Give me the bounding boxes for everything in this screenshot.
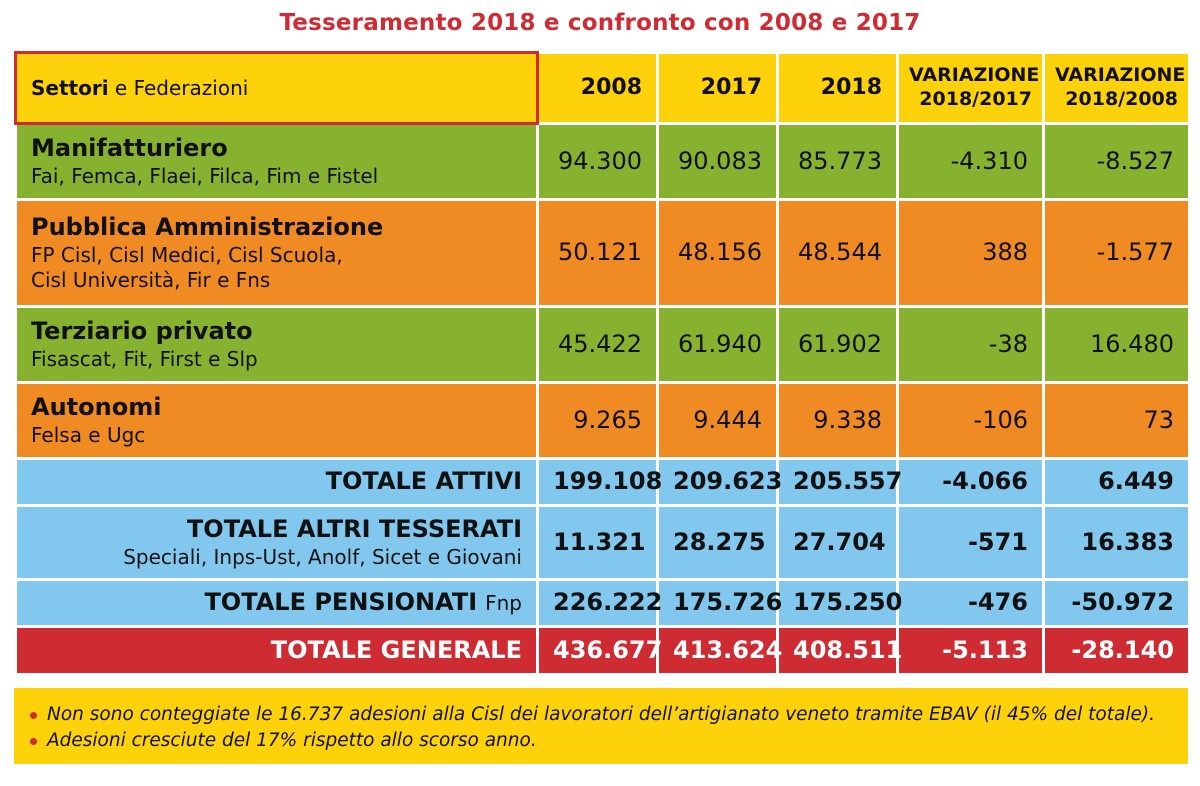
note-text: Adesioni cresciute del 17% rispetto allo…	[47, 730, 537, 751]
variation-2018-2017: -4.066	[896, 457, 1045, 507]
header-2018: 2018	[776, 51, 899, 125]
header-var1-line2: 2018/2017	[919, 88, 1032, 110]
value-2018: 61.902	[776, 305, 899, 384]
header-sector-rest: e Federazioni	[114, 75, 249, 100]
membership-table: Settori e Federazioni 2008 2017 2018 VAR…	[14, 51, 1191, 676]
variation-2018-2017: -4.310	[896, 122, 1045, 201]
sector-cell: Pubblica Amministrazione FP Cisl, Cisl M…	[14, 198, 539, 308]
total-label: TOTALE ATTIVI	[14, 457, 539, 507]
table-row-totale-attivi: TOTALE ATTIVI 199.108 209.623 205.557 -4…	[14, 457, 1191, 507]
header-sector-bold: Settori	[31, 75, 109, 100]
value-2008: 226.222	[536, 578, 662, 628]
total-label: TOTALE GENERALE	[14, 625, 539, 676]
total-label-suffix: Fnp	[485, 591, 522, 616]
note-item: Non sono conteggiate le 16.737 adesioni …	[30, 702, 1172, 728]
sector-federations: FP Cisl, Cisl Medici, Cisl Scuola,	[31, 242, 343, 267]
variation-2018-2008: -1.577	[1042, 198, 1191, 308]
value-2017: 175.726	[656, 578, 782, 628]
value-2008: 94.300	[536, 122, 659, 201]
value-2018: 9.338	[776, 381, 899, 460]
variation-2018-2008: -50.972	[1042, 578, 1191, 628]
variation-2018-2017: 388	[896, 198, 1045, 308]
total-label: TOTALE ALTRI TESSERATI	[186, 515, 522, 544]
value-2008: 45.422	[536, 305, 659, 384]
total-label: TOTALE PENSIONATI	[204, 588, 478, 617]
variation-2018-2008: -28.140	[1042, 625, 1191, 676]
table-title: Tesseramento 2018 e confronto con 2008 e…	[279, 10, 921, 36]
variation-2018-2008: 16.480	[1042, 305, 1191, 384]
variation-2018-2008: 6.449	[1042, 457, 1191, 507]
variation-2018-2017: -476	[896, 578, 1045, 628]
value-2017: 90.083	[656, 122, 779, 201]
header-var2-line1: VARIAZIONE	[1055, 64, 1186, 87]
note-text: Non sono conteggiate le 16.737 adesioni …	[47, 704, 1155, 725]
value-2008: 50.121	[536, 198, 659, 308]
variation-2018-2008: -8.527	[1042, 122, 1191, 201]
table-row-totale-altri-tesserati: TOTALE ALTRI TESSERATI Speciali, Inps-Us…	[14, 504, 1191, 581]
value-2008: 11.321	[536, 504, 659, 581]
sector-cell: Terziario privato Fisascat, Fit, First e…	[14, 305, 539, 384]
value-2018: 408.511	[776, 625, 902, 676]
value-2017: 9.444	[656, 381, 779, 460]
value-2018: 205.557	[776, 457, 902, 507]
header-var1-line1: VARIAZIONE	[909, 64, 1040, 87]
value-2018: 85.773	[776, 122, 899, 201]
sector-cell: Autonomi Felsa e Ugc	[14, 381, 539, 460]
variation-2018-2017: -106	[896, 381, 1045, 460]
value-2018: 48.544	[776, 198, 899, 308]
sector-cell: Manifatturiero Fai, Femca, Flaei, Filca,…	[14, 122, 539, 201]
header-variation-2018-2017: VARIAZIONE 2018/2017	[896, 51, 1045, 125]
bullet-icon	[30, 737, 37, 745]
header-2008: 2008	[536, 51, 659, 125]
value-2008: 436.677	[536, 625, 662, 676]
value-2008: 199.108	[536, 457, 662, 507]
note-item: Adesioni cresciute del 17% rispetto allo…	[30, 728, 1172, 754]
total-label-cell: TOTALE PENSIONATI Fnp	[14, 578, 539, 628]
table-row-manifatturiero: Manifatturiero Fai, Femca, Flaei, Filca,…	[14, 122, 1191, 201]
value-2017: 209.623	[656, 457, 782, 507]
value-2018: 175.250	[776, 578, 902, 628]
table-header-row: Settori e Federazioni 2008 2017 2018 VAR…	[14, 51, 1191, 125]
sector-name: Pubblica Amministrazione	[31, 213, 384, 242]
total-label-cell: TOTALE ALTRI TESSERATI Speciali, Inps-Us…	[14, 504, 539, 581]
sector-federations: Fisascat, Fit, First e Slp	[31, 346, 258, 371]
sector-name: Terziario privato	[31, 317, 253, 346]
header-sector: Settori e Federazioni	[14, 51, 539, 125]
header-var2-line2: 2018/2008	[1065, 88, 1178, 110]
table-row-terziario-privato: Terziario privato Fisascat, Fit, First e…	[14, 305, 1191, 384]
table-row-totale-pensionati: TOTALE PENSIONATI Fnp 226.222 175.726 175…	[14, 578, 1191, 628]
variation-2018-2017: -5.113	[896, 625, 1045, 676]
sector-federations: Fai, Femca, Flaei, Filca, Fim e Fistel	[31, 163, 379, 188]
notes-box: Non sono conteggiate le 16.737 adesioni …	[14, 688, 1188, 764]
value-2017: 48.156	[656, 198, 779, 308]
value-2018: 27.704	[776, 504, 899, 581]
table-row-totale-generale: TOTALE GENERALE 436.677 413.624 408.511 …	[14, 625, 1191, 676]
value-2017: 413.624	[656, 625, 782, 676]
sector-federations: Felsa e Ugc	[31, 422, 146, 447]
value-2008: 9.265	[536, 381, 659, 460]
variation-2018-2008: 73	[1042, 381, 1191, 460]
variation-2018-2017: -38	[896, 305, 1045, 384]
sector-federations-line2: Cisl Università, Fir e Fns	[31, 267, 271, 292]
value-2017: 28.275	[656, 504, 779, 581]
sector-name: Autonomi	[31, 393, 162, 422]
variation-2018-2008: 16.383	[1042, 504, 1191, 581]
bullet-icon	[30, 711, 37, 719]
table-row-autonomi: Autonomi Felsa e Ugc 9.265 9.444 9.338 -…	[14, 381, 1191, 460]
table-row-pubblica-amministrazione: Pubblica Amministrazione FP Cisl, Cisl M…	[14, 198, 1191, 308]
variation-2018-2017: -571	[896, 504, 1045, 581]
sector-name: Manifatturiero	[31, 134, 228, 163]
header-2017: 2017	[656, 51, 779, 125]
value-2017: 61.940	[656, 305, 779, 384]
header-variation-2018-2008: VARIAZIONE 2018/2008	[1042, 51, 1191, 125]
total-sublabel: Speciali, Inps-Ust, Anolf, Sicet e Giova…	[123, 544, 522, 569]
